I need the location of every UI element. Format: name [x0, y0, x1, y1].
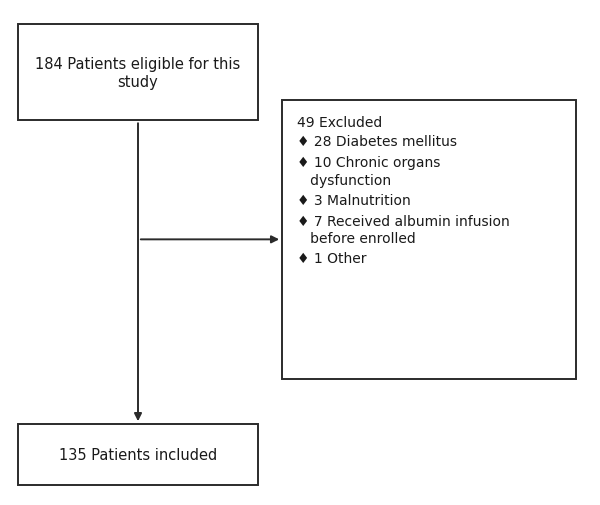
Text: ♦ 1 Other: ♦ 1 Other [297, 252, 367, 266]
Text: 184 Patients eligible for this
study: 184 Patients eligible for this study [35, 57, 241, 89]
FancyBboxPatch shape [282, 101, 576, 379]
FancyBboxPatch shape [18, 424, 258, 485]
Text: 49 Excluded: 49 Excluded [297, 116, 382, 130]
FancyBboxPatch shape [18, 25, 258, 121]
Text: ♦ 28 Diabetes mellitus: ♦ 28 Diabetes mellitus [297, 135, 457, 149]
Text: ♦ 7 Received albumin infusion
   before enrolled: ♦ 7 Received albumin infusion before enr… [297, 215, 510, 246]
Text: ♦ 10 Chronic organs
   dysfunction: ♦ 10 Chronic organs dysfunction [297, 156, 440, 187]
Text: 135 Patients included: 135 Patients included [59, 447, 217, 462]
Text: ♦ 3 Malnutrition: ♦ 3 Malnutrition [297, 193, 411, 208]
